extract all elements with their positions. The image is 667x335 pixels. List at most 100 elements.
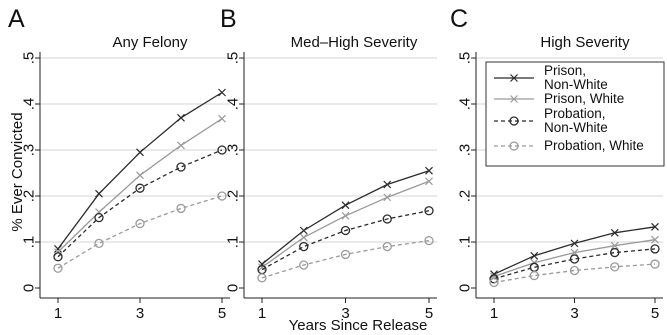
series-prison-nonwhite: [54, 88, 226, 253]
data-point: [95, 189, 103, 198]
series-prison-white: [258, 177, 433, 272]
x-axis-title: Years Since Release: [289, 317, 428, 334]
data-point: [424, 235, 434, 246]
data-point: [54, 244, 62, 253]
data-point: [382, 214, 392, 224]
y-tick-label: .2: [20, 190, 37, 203]
data-point: [570, 239, 579, 248]
data-point: [530, 251, 539, 260]
legend-label: Non-White: [544, 120, 608, 135]
data-point: [650, 259, 660, 269]
series-probation-white: [489, 259, 660, 288]
data-point: [610, 241, 619, 250]
x-tick-label: 1: [490, 305, 498, 322]
data-point: [610, 247, 620, 258]
series-prison-nonwhite: [258, 166, 433, 269]
legend-label: Prison, White: [544, 91, 624, 106]
data-point: [53, 263, 63, 273]
data-point: [217, 191, 227, 201]
legend-marker: [509, 116, 519, 126]
legend-label: Probation, White: [544, 138, 644, 153]
legend-marker: [509, 141, 519, 151]
y-tick-label: .4: [224, 98, 241, 111]
data-point: [340, 225, 351, 236]
data-point: [569, 254, 580, 264]
panel-letter: A: [8, 5, 25, 33]
panel-letter: B: [220, 5, 237, 33]
x-tick-label: 1: [258, 305, 266, 322]
data-point: [651, 235, 659, 244]
data-point: [136, 148, 144, 157]
data-point: [299, 241, 309, 252]
series-line: [57, 91, 223, 250]
x-tick-label: 3: [341, 305, 349, 322]
x-tick-label: 5: [651, 305, 659, 322]
data-point: [299, 226, 308, 235]
data-point: [425, 166, 433, 175]
chart-panel-B: 0 .1 .2 .3 .4 .5 1 3 5 B Med–High Severity: [220, 5, 437, 322]
legend-marker: [510, 74, 518, 82]
data-point: [341, 211, 350, 220]
series-prison-nonwhite: [490, 222, 659, 279]
y-tick-label: .4: [20, 98, 37, 111]
data-point: [383, 180, 392, 189]
data-point: [610, 228, 619, 237]
panels: 0 .1 .2 .3 .4 .5 1 3 5 A Any Felony 0 .1 .2 .3 .4 .5 1 3 5 B…: [8, 5, 665, 322]
y-tick-label: .3: [456, 144, 473, 157]
y-tick-label: .5: [456, 52, 473, 65]
x-tick-label: 1: [54, 305, 62, 322]
series-probation-nonwhite: [257, 206, 434, 275]
legend-marker: [510, 95, 518, 103]
data-point: [424, 206, 434, 216]
data-point: [489, 277, 499, 288]
data-point: [136, 171, 144, 180]
data-point: [299, 260, 309, 270]
y-tick-label: 0: [456, 284, 473, 292]
legend-label: Non-White: [544, 77, 608, 92]
series-probation-nonwhite: [53, 145, 227, 262]
y-tick-label: .2: [224, 190, 241, 203]
data-point: [340, 249, 351, 260]
data-point: [383, 193, 392, 202]
data-point: [425, 177, 433, 186]
series-line: [493, 239, 656, 278]
series-line: [493, 263, 656, 284]
legend-label: Prison,: [544, 63, 586, 78]
data-point: [135, 183, 145, 193]
data-point: [177, 141, 185, 150]
data-point: [341, 201, 350, 210]
data-point: [570, 248, 579, 257]
y-tick-label: .1: [456, 236, 473, 249]
y-tick-label: 0: [224, 284, 241, 292]
y-tick-label: .3: [224, 144, 241, 157]
data-point: [176, 203, 186, 214]
panel-letter: C: [450, 5, 468, 33]
data-point: [218, 114, 226, 123]
data-point: [651, 222, 659, 231]
y-tick-label: .2: [456, 190, 473, 203]
series-line: [57, 149, 223, 258]
panel-title: Med–High Severity: [291, 34, 418, 51]
data-point: [382, 241, 392, 252]
data-point: [217, 145, 227, 155]
data-point: [176, 162, 186, 172]
chart-panel-A: 0 .1 .2 .3 .4 .5 1 3 5 A Any Felony: [8, 5, 230, 322]
series-line: [261, 210, 430, 271]
series-probation-white: [53, 191, 227, 273]
y-axis-title: % Ever Convicted: [9, 112, 26, 231]
series-line: [261, 239, 430, 279]
data-point: [489, 274, 499, 284]
x-tick-label: 5: [425, 305, 433, 322]
panel-title: Any Felony: [112, 34, 188, 51]
y-tick-label: .5: [20, 52, 37, 65]
y-tick-label: .5: [224, 52, 241, 65]
y-tick-label: .1: [20, 236, 37, 249]
series-prison-white: [54, 114, 226, 257]
data-point: [569, 265, 580, 276]
data-point: [218, 88, 226, 97]
legend-label: Probation,: [544, 106, 606, 121]
y-tick-label: .3: [20, 144, 37, 157]
